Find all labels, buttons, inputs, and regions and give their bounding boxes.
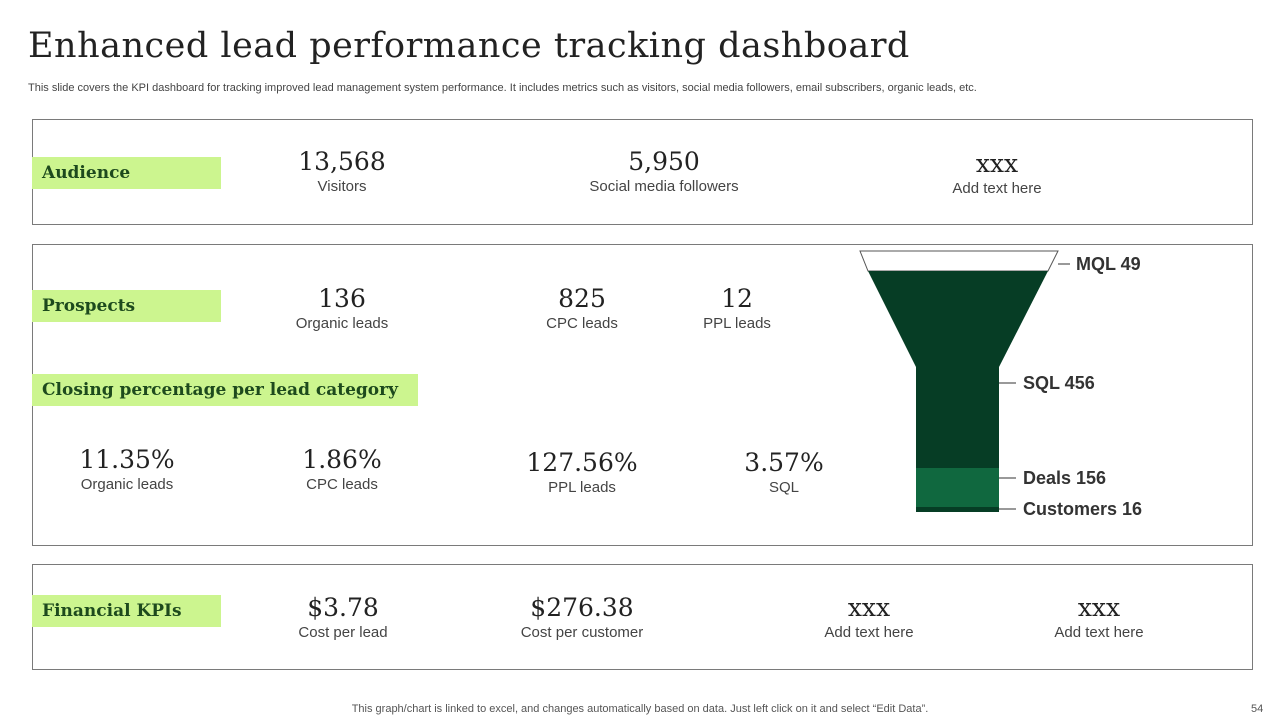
metric-organic-leads: 136 Organic leads <box>296 285 389 333</box>
metric-value: $3.78 <box>307 593 379 622</box>
metric-cost-per-customer: $276.38 Cost per customer <box>521 594 644 642</box>
metric-label: CPC leads <box>306 476 378 493</box>
funnel-label-mql: MQL 49 <box>1076 254 1141 274</box>
audience-panel <box>32 119 1253 225</box>
metric-cpc-leads: 825 CPC leads <box>546 285 618 333</box>
metric-cost-per-lead: $3.78 Cost per lead <box>298 594 387 642</box>
metric-value: xxx <box>1077 593 1121 622</box>
footer-note: This graph/chart is linked to excel, and… <box>351 703 929 715</box>
metric-value: 11.35% <box>79 445 175 474</box>
page-number: 54 <box>1251 703 1264 715</box>
metric-value: xxx <box>847 593 891 622</box>
metric-closing-organic: 11.35% Organic leads <box>79 446 174 494</box>
metric-value: 1.86% <box>302 445 382 474</box>
metric-label: Cost per customer <box>520 624 644 641</box>
metric-value: 825 <box>558 284 606 313</box>
financial-tag: Financial KPIs <box>32 595 221 627</box>
metric-label: Add text here <box>1054 624 1144 641</box>
metric-value: $276.38 <box>530 593 634 622</box>
audience-tag: Audience <box>32 157 221 189</box>
financial-panel <box>32 564 1253 670</box>
metric-value: 136 <box>318 284 366 313</box>
metric-social-followers: 5,950 Social media followers <box>589 148 738 196</box>
metric-financial-placeholder-2: xxx Add text here <box>1054 594 1143 642</box>
metric-closing-sql: 3.57% SQL <box>744 449 823 497</box>
prospects-tag: Prospects <box>32 290 221 322</box>
metric-ppl-leads: 12 PPL leads <box>703 285 771 333</box>
metric-value: 5,950 <box>628 147 700 176</box>
page-subtitle: This slide covers the KPI dashboard for … <box>28 82 977 94</box>
metric-value: xxx <box>975 149 1019 178</box>
funnel-label-sql: SQL 456 <box>1023 373 1095 393</box>
metric-value: 12 <box>721 284 753 313</box>
metric-closing-cpc: 1.86% CPC leads <box>302 446 381 494</box>
metric-financial-placeholder-1: xxx Add text here <box>824 594 913 642</box>
metric-label: PPL leads <box>703 315 771 332</box>
metric-label: Organic leads <box>80 476 174 493</box>
metric-value: 13,568 <box>298 147 386 176</box>
metric-value: 3.57% <box>744 448 824 477</box>
metric-label: Cost per lead <box>298 624 388 641</box>
funnel-label-customers: Customers 16 <box>1023 499 1143 519</box>
metric-label: PPL leads <box>548 479 616 496</box>
metric-label: SQL <box>768 479 800 496</box>
metric-label: Visitors <box>317 178 367 195</box>
metric-label: CPC leads <box>546 315 618 332</box>
metric-label: Add text here <box>952 180 1042 197</box>
metric-label: Add text here <box>824 624 914 641</box>
metric-closing-ppl: 127.56% PPL leads <box>526 449 637 497</box>
metric-value: 127.56% <box>526 448 638 477</box>
funnel-label-deals: Deals 156 <box>1023 468 1107 488</box>
metric-audience-placeholder: xxx Add text here <box>952 150 1041 198</box>
metric-visitors: 13,568 Visitors <box>298 148 385 196</box>
metric-label: Social media followers <box>589 178 739 195</box>
metric-label: Organic leads <box>295 315 389 332</box>
closing-tag: Closing percentage per lead category <box>32 374 418 406</box>
page-title: Enhanced lead performance tracking dashb… <box>28 26 910 66</box>
